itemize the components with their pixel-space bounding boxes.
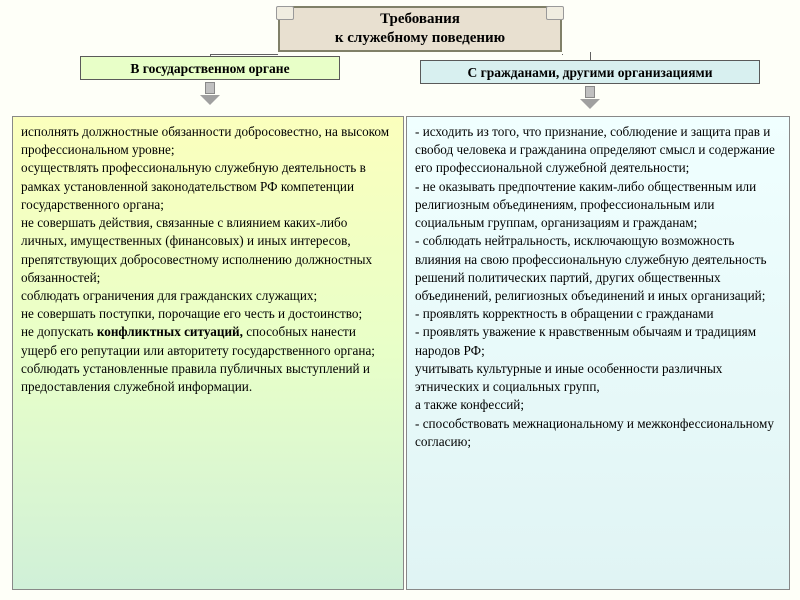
content-right-box: - исходить из того, что признание, соблю…	[406, 116, 790, 590]
title-line2: к служебному поведению	[335, 29, 505, 49]
connector-h1	[210, 54, 278, 55]
connector-v2	[590, 52, 591, 60]
arrow-left-stem	[205, 82, 215, 94]
subheader-left-text: В государственном органе	[130, 61, 289, 76]
arrow-right-head	[580, 99, 600, 109]
scroll-decoration-right	[546, 6, 564, 20]
subheader-left: В государственном органе	[80, 56, 340, 80]
title-box: Требования к служебному поведению	[278, 6, 562, 52]
subheader-right: С гражданами, другими организациями	[420, 60, 760, 84]
arrow-right-stem	[585, 86, 595, 98]
connector-h2	[562, 54, 563, 55]
content-left-text: исполнять должностные обязанности доброс…	[21, 123, 395, 396]
arrow-left-head	[200, 95, 220, 105]
title-line1: Требования	[380, 10, 460, 30]
content-right-text: - исходить из того, что признание, соблю…	[415, 123, 781, 451]
content-left-box: исполнять должностные обязанности доброс…	[12, 116, 404, 590]
scroll-decoration-left	[276, 6, 294, 20]
subheader-right-text: С гражданами, другими организациями	[467, 65, 712, 80]
